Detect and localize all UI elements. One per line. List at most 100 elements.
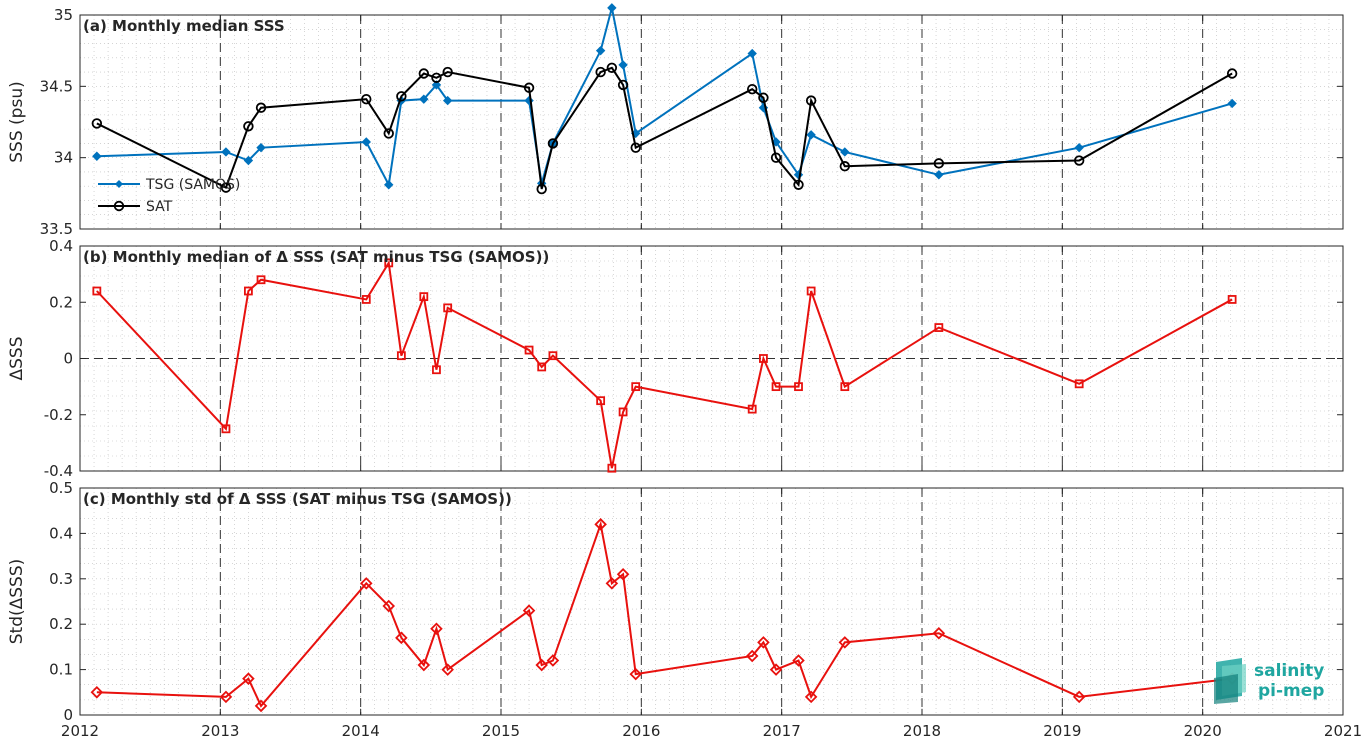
panel-b: -0.4 -0.2 0 0.2 0.4 ΔSSS (b) Monthly median of… bbox=[7, 237, 1344, 480]
data-point bbox=[607, 3, 617, 13]
data-point bbox=[430, 622, 443, 636]
data-point bbox=[360, 577, 373, 590]
series-sat bbox=[91, 62, 1238, 195]
salinity-pimep-logo: salinity pi-mep bbox=[1214, 658, 1324, 704]
data-point bbox=[747, 404, 757, 414]
data-point bbox=[839, 161, 851, 172]
wave-logo-icon bbox=[1214, 658, 1246, 704]
data-point bbox=[771, 382, 781, 392]
legend-label: TSG (SAMOS) bbox=[145, 177, 240, 193]
data-point bbox=[932, 627, 946, 640]
data-point bbox=[221, 147, 231, 157]
x-tick-label: 2012 bbox=[61, 722, 99, 740]
y-tick-label: 0.1 bbox=[49, 661, 73, 679]
data-point bbox=[443, 303, 453, 313]
data-point bbox=[219, 690, 233, 704]
data-point bbox=[384, 258, 394, 268]
data-point bbox=[804, 690, 818, 704]
data-point bbox=[431, 72, 442, 83]
data-point bbox=[806, 130, 816, 140]
series-line bbox=[96, 259, 1233, 469]
data-point bbox=[361, 137, 371, 147]
data-point bbox=[746, 83, 758, 95]
series-line bbox=[96, 7, 1233, 188]
data-point bbox=[1072, 690, 1086, 704]
data-point bbox=[596, 396, 606, 406]
y-tick-label: 0.5 bbox=[49, 479, 73, 497]
data-point bbox=[243, 121, 254, 132]
logo-text-line2: pi-mep bbox=[1258, 681, 1324, 701]
axes-box bbox=[79, 14, 1344, 230]
data-point bbox=[256, 275, 266, 285]
x-tick-label: 2021 bbox=[1324, 722, 1362, 740]
y-tick-label: 35 bbox=[54, 6, 73, 24]
panel-title: (b) Monthly median of Δ SSS (SAT minus T… bbox=[83, 248, 549, 266]
y-tick-label: 0.3 bbox=[49, 570, 73, 588]
data-point bbox=[1074, 142, 1084, 153]
y-axis-label: ΔSSS bbox=[7, 336, 27, 380]
data-point bbox=[745, 649, 759, 663]
legend-label: SAT bbox=[146, 199, 173, 215]
data-point bbox=[419, 292, 429, 302]
series-line bbox=[96, 66, 1233, 190]
data-point bbox=[536, 183, 547, 195]
data-point bbox=[361, 93, 372, 105]
data-point bbox=[243, 286, 253, 296]
data-point bbox=[361, 295, 371, 304]
x-tick-label: 2014 bbox=[342, 722, 380, 740]
data-point bbox=[616, 567, 630, 581]
series-line bbox=[96, 520, 1233, 708]
data-point bbox=[618, 407, 628, 417]
y-tick-label: 0.2 bbox=[49, 615, 73, 633]
data-point bbox=[537, 362, 547, 372]
data-point bbox=[431, 80, 442, 90]
data-point bbox=[255, 102, 267, 113]
data-point bbox=[792, 654, 805, 667]
data-point bbox=[759, 354, 768, 363]
data-point bbox=[838, 636, 852, 649]
data-point bbox=[793, 179, 804, 190]
y-tick-label: 0.4 bbox=[49, 237, 73, 255]
y-tick-label: 0.2 bbox=[49, 293, 73, 311]
x-tick-label: 2015 bbox=[482, 722, 520, 740]
data-point bbox=[524, 345, 534, 355]
data-point bbox=[524, 95, 534, 106]
data-point bbox=[1073, 155, 1085, 166]
data-point bbox=[254, 699, 268, 713]
data-point bbox=[547, 138, 559, 149]
y-tick-label: 0 bbox=[63, 350, 73, 368]
data-point bbox=[769, 663, 783, 676]
data-point bbox=[90, 686, 104, 699]
x-tick-label: 2019 bbox=[1043, 722, 1081, 740]
y-tick-label: 34.5 bbox=[40, 77, 73, 95]
logo-text-line1: salinity bbox=[1254, 661, 1324, 681]
data-point bbox=[607, 463, 617, 473]
panel-a: 33.5 34 34.5 35 SSS (psu) (a) Monthly median … bbox=[7, 3, 1344, 238]
data-point bbox=[1226, 68, 1238, 79]
data-point bbox=[396, 351, 406, 361]
data-point bbox=[630, 142, 641, 153]
y-axis-label: SSS (psu) bbox=[7, 81, 27, 162]
data-point bbox=[1227, 98, 1237, 109]
series-delta bbox=[90, 518, 1239, 713]
x-tick-label: 2016 bbox=[622, 722, 660, 740]
data-point bbox=[840, 147, 850, 157]
data-point bbox=[243, 155, 254, 166]
data-point bbox=[840, 382, 850, 392]
data-point bbox=[805, 95, 817, 106]
legend: TSG (SAMOS) SAT bbox=[98, 177, 240, 215]
data-point bbox=[535, 658, 548, 672]
data-point bbox=[242, 672, 255, 685]
x-tick-label: 2020 bbox=[1184, 722, 1222, 740]
data-point bbox=[220, 182, 232, 193]
axes-box bbox=[79, 487, 1344, 716]
panel-c: 2012 2013 2014 2015 2016 2017 2018 2019 2020 2021… bbox=[7, 479, 1362, 740]
data-point bbox=[418, 68, 430, 79]
series-delta bbox=[92, 258, 1237, 473]
y-tick-label: 33.5 bbox=[40, 220, 73, 238]
data-point bbox=[548, 351, 558, 361]
y-tick-label: -0.4 bbox=[44, 462, 73, 480]
data-point bbox=[417, 658, 431, 672]
data-point bbox=[442, 66, 453, 78]
